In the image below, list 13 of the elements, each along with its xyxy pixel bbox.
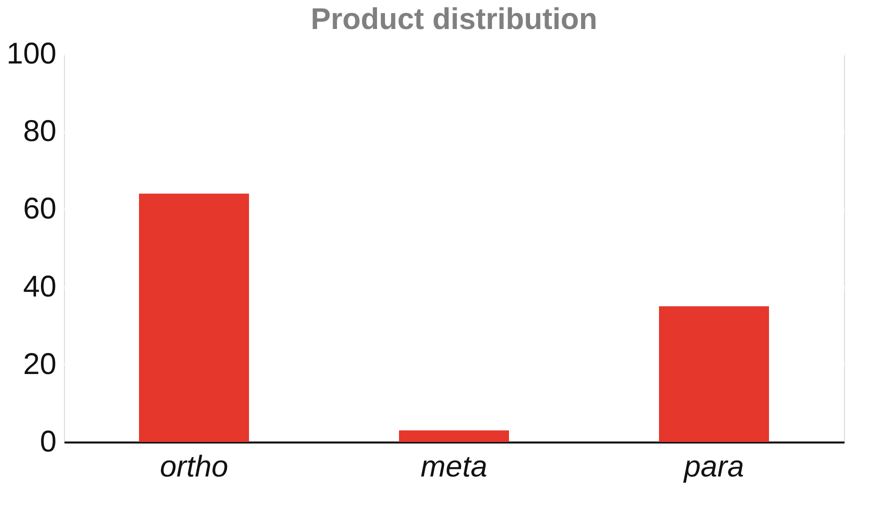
y-tick-label: 20 bbox=[23, 348, 56, 381]
chart-title: Product distribution bbox=[310, 3, 598, 36]
x-tick-label: meta bbox=[420, 450, 488, 484]
y-tick-label: 80 bbox=[23, 115, 56, 148]
bar bbox=[139, 194, 249, 442]
x-tick-label: para bbox=[682, 450, 744, 484]
bar bbox=[399, 430, 509, 442]
y-tick-label: 60 bbox=[23, 192, 56, 226]
bar bbox=[659, 306, 769, 442]
x-tick-label: ortho bbox=[160, 450, 228, 484]
y-tick-label: 100 bbox=[6, 38, 56, 70]
y-tick-label: 40 bbox=[23, 270, 56, 304]
y-tick-label: 0 bbox=[40, 426, 56, 458]
